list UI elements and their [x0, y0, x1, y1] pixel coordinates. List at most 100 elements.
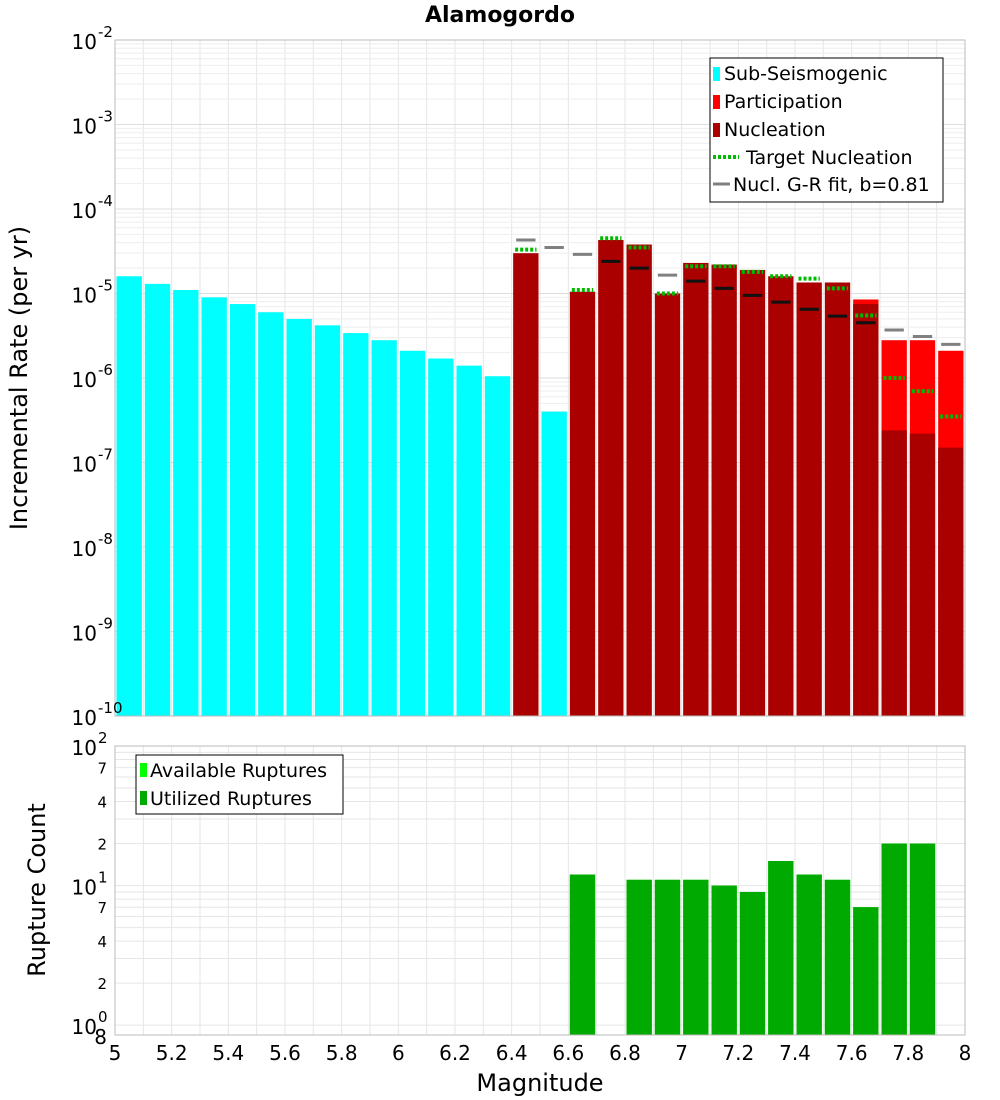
bar-utilized-ruptures [683, 879, 709, 1035]
legend-label-participation: Participation [724, 91, 843, 113]
bar-nucleation [683, 262, 709, 716]
bar-nucleation [569, 291, 596, 716]
bottom-y-tick-exponent: 0 [98, 1008, 108, 1026]
legend-swatch-nucleation [713, 123, 720, 137]
top-y-tick-exponent: -10 [98, 699, 123, 717]
bar-sub-seismogenic [541, 411, 567, 716]
bar-utilized-ruptures [796, 874, 822, 1035]
legend-label-sub-seismogenic: Sub-Seismogenic [724, 63, 888, 85]
bottom-legend: Available Ruptures Utilized Ruptures [135, 754, 344, 815]
top-y-tick-label: 10 [72, 368, 97, 392]
bar-nucleation [711, 264, 737, 716]
x-tick-label: 7 [675, 1041, 688, 1065]
top-y-tick-label: 10 [72, 115, 97, 139]
x-ticks: 5 5.2 5.4 5.6 5.8 6 6.2 6.4 6.6 6.8 7 7.2 7.4 7.6 7.8 8 [109, 1041, 972, 1065]
bar-nucleation [909, 433, 936, 716]
top-y-tick-exponent: -4 [98, 192, 113, 210]
x-tick-label: 6.4 [496, 1041, 528, 1065]
bottom-y-tick-exponent: 2 [98, 729, 108, 747]
bottom-y-tick-label: 10 [72, 1015, 97, 1039]
bar-utilized-ruptures [909, 843, 936, 1035]
bar-utilized-ruptures [739, 891, 766, 1035]
top-y-tick-label: 10 [72, 706, 97, 730]
top-y-tick-exponent: -7 [98, 446, 113, 464]
bar-sub-seismogenic [258, 312, 284, 716]
x-axis-title: Magnitude [476, 1069, 603, 1097]
bottom-y-minor-tick-label: 2 [97, 836, 107, 854]
bar-sub-seismogenic [484, 376, 511, 716]
bottom-y-axis-title: Rupture Count [23, 803, 51, 977]
bar-nucleation [739, 269, 766, 716]
top-y-tick-exponent: -2 [98, 23, 113, 41]
bar-sub-seismogenic [399, 350, 426, 716]
bar-utilized-ruptures [626, 879, 652, 1035]
chart-title: Alamogordo [425, 3, 575, 28]
bar-utilized-ruptures [711, 885, 737, 1035]
top-y-tick-exponent: -5 [98, 277, 113, 295]
bar-sub-seismogenic [201, 297, 227, 716]
bar-nucleation [881, 430, 907, 716]
x-tick-label: 6.6 [552, 1041, 584, 1065]
bar-sub-seismogenic [456, 365, 482, 716]
bar-sub-seismogenic [229, 304, 256, 716]
bar-nucleation [598, 239, 624, 716]
top-y-tick-label: 10 [72, 453, 97, 477]
top-bars [116, 239, 964, 716]
bottom-legend-box [135, 754, 344, 815]
x-tick-label: 6.8 [609, 1041, 641, 1065]
top-y-axis-title: Incremental Rate (per yr) [5, 226, 33, 530]
bottom-y-corner-label: 8 [94, 1025, 107, 1049]
bar-nucleation [626, 244, 652, 716]
top-y-tick-label: 10 [72, 199, 97, 223]
top-y-tick-exponent: -8 [98, 530, 113, 548]
x-tick-label: 5.2 [156, 1041, 188, 1065]
x-tick-label: 5.6 [269, 1041, 301, 1065]
bar-sub-seismogenic [286, 318, 312, 716]
top-y-tick-label: 10 [72, 622, 97, 646]
x-tick-label: 6 [392, 1041, 405, 1065]
top-y-tick-exponent: -3 [98, 108, 113, 126]
legend-label-target-nucleation: Target Nucleation [745, 147, 913, 169]
top-y-tick-exponent: -6 [98, 361, 113, 379]
bar-nucleation [796, 282, 822, 716]
legend-label-gr-fit: Nucl. G-R fit, b=0.81 [733, 174, 930, 196]
bar-utilized-ruptures [853, 907, 879, 1035]
legend-swatch-sub-seismogenic [713, 67, 720, 81]
bar-nucleation [654, 293, 681, 716]
legend-swatch-available-ruptures [140, 763, 147, 777]
bottom-y-minor-tick-label: 4 [97, 794, 107, 812]
bar-utilized-ruptures [768, 860, 794, 1035]
bottom-y-minor-tick-label: 7 [97, 760, 107, 778]
x-tick-label: 7.8 [892, 1041, 924, 1065]
bar-nucleation [853, 304, 879, 716]
top-y-tick-label: 10 [72, 284, 97, 308]
bar-sub-seismogenic [144, 283, 171, 716]
x-tick-label: 7.2 [722, 1041, 754, 1065]
bottom-bars [569, 843, 936, 1035]
bottom-plot-frame [114, 745, 966, 1036]
legend-label-available-ruptures: Available Ruptures [150, 760, 327, 782]
bar-nucleation [824, 282, 851, 716]
bar-utilized-ruptures [881, 843, 907, 1035]
bar-utilized-ruptures [824, 879, 851, 1035]
bar-sub-seismogenic [428, 358, 454, 716]
bar-sub-seismogenic [173, 290, 199, 716]
bar-nucleation [938, 447, 964, 716]
x-tick-label: 5.8 [326, 1041, 358, 1065]
legend-label-utilized-ruptures: Utilized Ruptures [150, 788, 312, 810]
bar-sub-seismogenic [371, 340, 397, 716]
bottom-y-minor-tick-label: 4 [97, 933, 107, 951]
legend-swatch-utilized-ruptures [140, 791, 147, 805]
x-tick-label: 8 [959, 1041, 972, 1065]
x-tick-label: 5.4 [212, 1041, 244, 1065]
bar-utilized-ruptures [569, 874, 596, 1035]
top-y-tick-label: 10 [72, 30, 97, 54]
x-tick-label: 6.2 [439, 1041, 471, 1065]
top-plot-frame [114, 39, 966, 717]
bar-sub-seismogenic [343, 333, 369, 716]
top-grid [114, 40, 966, 717]
bar-nucleation [768, 276, 794, 716]
